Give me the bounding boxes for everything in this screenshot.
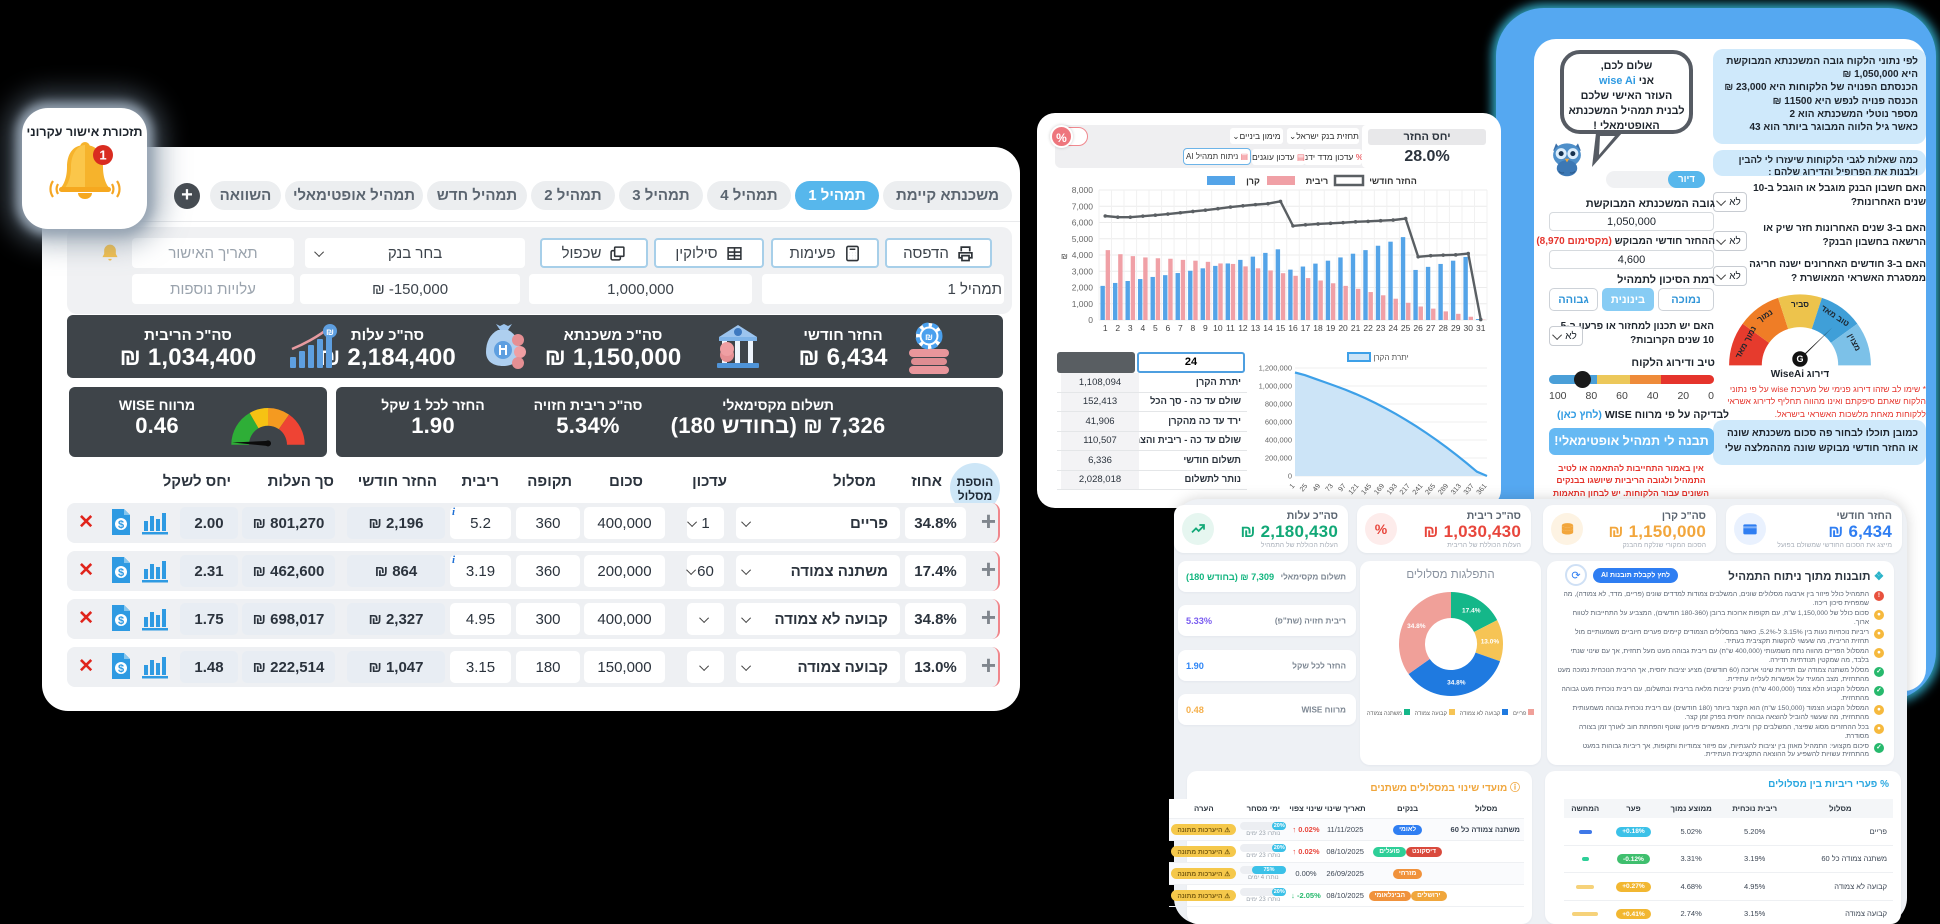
svg-text:22: 22 (1363, 323, 1373, 333)
svg-text:₪: ₪ (925, 332, 933, 342)
svg-text:2: 2 (1115, 323, 1120, 333)
svg-text:13: 13 (1251, 323, 1261, 333)
svg-text:1: 1 (99, 148, 106, 163)
svg-text:2,000: 2,000 (1072, 283, 1094, 293)
svg-text:16: 16 (1288, 323, 1298, 333)
svg-text:קרן: קרן (1246, 176, 1260, 186)
svg-text:121: 121 (1348, 483, 1361, 497)
svg-text:193: 193 (1386, 483, 1399, 497)
svg-text:26: 26 (1413, 323, 1423, 333)
svg-text:145: 145 (1360, 483, 1373, 497)
svg-text:$: $ (118, 567, 124, 579)
svg-text:31: 31 (1476, 323, 1486, 333)
svg-text:169: 169 (1373, 483, 1386, 497)
svg-text:28: 28 (1438, 323, 1448, 333)
svg-text:1,000,000: 1,000,000 (1259, 382, 1292, 391)
svg-text:400,000: 400,000 (1265, 436, 1292, 445)
svg-text:6: 6 (1165, 323, 1170, 333)
svg-text:27: 27 (1426, 323, 1436, 333)
svg-text:200,000: 200,000 (1265, 454, 1292, 463)
svg-text:$: $ (118, 615, 124, 627)
svg-text:17: 17 (1301, 323, 1311, 333)
svg-text:₪: ₪ (326, 327, 334, 337)
svg-text:$: $ (118, 519, 124, 531)
svg-text:25: 25 (1401, 323, 1411, 333)
svg-text:20: 20 (1338, 323, 1348, 333)
svg-text:8,000: 8,000 (1072, 185, 1094, 195)
svg-text:8: 8 (1191, 323, 1196, 333)
svg-text:0: 0 (1288, 472, 1292, 481)
svg-text:1,200,000: 1,200,000 (1259, 364, 1292, 373)
svg-text:29: 29 (1451, 323, 1461, 333)
svg-text:1: 1 (1289, 483, 1297, 491)
svg-text:49: 49 (1312, 483, 1322, 494)
svg-text:6,000: 6,000 (1072, 218, 1094, 228)
svg-text:17.4%: 17.4% (1462, 608, 1481, 615)
svg-text:G: G (1796, 354, 1803, 364)
svg-text:19: 19 (1326, 323, 1336, 333)
svg-text:4: 4 (1140, 323, 1145, 333)
svg-text:1: 1 (1103, 323, 1108, 333)
svg-text:5: 5 (1153, 323, 1158, 333)
svg-text:1,000: 1,000 (1072, 299, 1094, 309)
svg-text:73: 73 (1325, 483, 1335, 494)
svg-text:ריבית: ריבית (1306, 176, 1328, 186)
svg-text:30: 30 (1463, 323, 1473, 333)
svg-text:600,000: 600,000 (1265, 418, 1292, 427)
svg-text:9: 9 (1203, 323, 1208, 333)
svg-text:5,000: 5,000 (1072, 234, 1094, 244)
svg-text:7: 7 (1178, 323, 1183, 333)
svg-text:34.8%: 34.8% (1407, 623, 1426, 630)
svg-text:12: 12 (1238, 323, 1248, 333)
svg-text:החזר חודשי: החזר חודשי (1369, 176, 1417, 186)
svg-text:23: 23 (1376, 323, 1386, 333)
svg-text:241: 241 (1412, 483, 1425, 497)
svg-text:217: 217 (1399, 483, 1412, 497)
svg-text:265: 265 (1424, 483, 1437, 497)
svg-text:337: 337 (1463, 483, 1476, 497)
svg-text:7,000: 7,000 (1072, 201, 1094, 211)
svg-text:24: 24 (1388, 323, 1398, 333)
svg-text:0: 0 (1088, 315, 1093, 325)
svg-text:313: 313 (1450, 483, 1463, 497)
svg-text:21: 21 (1351, 323, 1361, 333)
svg-text:11: 11 (1226, 323, 1235, 333)
svg-text:34.8%: 34.8% (1447, 680, 1466, 687)
svg-text:3,000: 3,000 (1072, 266, 1094, 276)
svg-text:13.0%: 13.0% (1480, 638, 1499, 645)
svg-text:₪: ₪ (1061, 252, 1068, 261)
svg-text:361: 361 (1476, 483, 1489, 497)
svg-text:25: 25 (1299, 483, 1309, 494)
svg-text:289: 289 (1437, 483, 1450, 497)
svg-text:10: 10 (1213, 323, 1223, 333)
svg-text:15: 15 (1276, 323, 1286, 333)
svg-text:יתרת הקרן: יתרת הקרן (1373, 353, 1408, 362)
svg-text:14: 14 (1263, 323, 1273, 333)
svg-text:4,000: 4,000 (1072, 250, 1094, 260)
svg-text:800,000: 800,000 (1265, 400, 1292, 409)
svg-text:3: 3 (1128, 323, 1133, 333)
svg-text:97: 97 (1337, 483, 1347, 494)
svg-text:18: 18 (1313, 323, 1323, 333)
svg-text:$: $ (118, 663, 124, 675)
svg-text:סביר: סביר (1791, 300, 1809, 309)
